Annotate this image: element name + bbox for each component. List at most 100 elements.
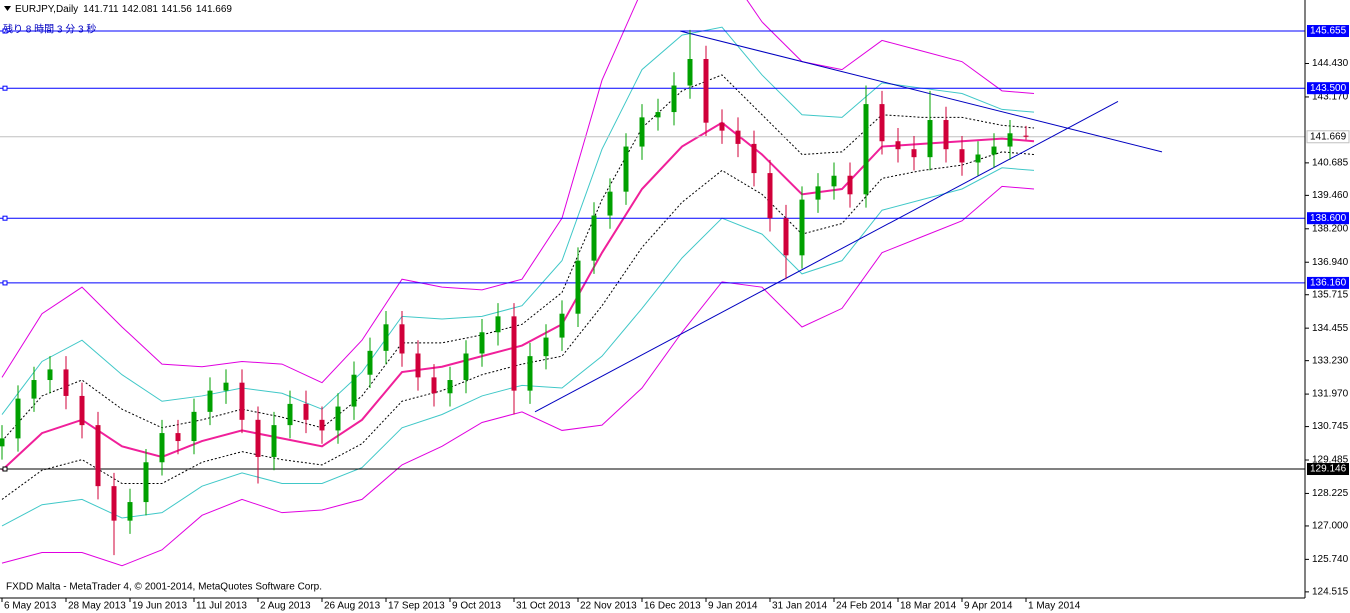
high: 142.081 xyxy=(122,4,159,15)
close: 141.669 xyxy=(196,4,233,15)
candle-body xyxy=(479,332,485,354)
candle-body xyxy=(623,146,629,192)
candle-body xyxy=(351,374,357,407)
x-tick-label: 31 Oct 2013 xyxy=(516,601,571,612)
candle-body xyxy=(751,143,757,174)
level-label-box xyxy=(1307,463,1349,476)
candle-body xyxy=(399,324,405,354)
candle-body xyxy=(319,419,325,431)
x-tick-label: 9 Oct 2013 xyxy=(452,601,501,612)
candle-body xyxy=(543,337,549,357)
candle-body xyxy=(303,403,309,420)
candle-body xyxy=(927,120,933,158)
indicator-line xyxy=(1,74,1035,442)
level-marker xyxy=(2,85,8,91)
level-marker xyxy=(2,215,8,221)
y-tick-label: 128.225 xyxy=(1312,488,1349,499)
candle-body xyxy=(575,260,581,314)
low: 141.56 xyxy=(161,4,192,15)
countdown: 残り 8 時間 3 分 3 秒 xyxy=(3,23,96,36)
candle-body xyxy=(863,104,869,195)
x-tick-label: 17 Sep 2013 xyxy=(388,601,445,612)
level-label-box xyxy=(1307,82,1349,95)
candle-body xyxy=(607,191,613,216)
candle-body xyxy=(287,403,293,426)
candle-body xyxy=(719,122,725,131)
y-tick-label: 134.455 xyxy=(1312,323,1349,334)
current-price-box xyxy=(1306,130,1350,144)
candle-body xyxy=(111,486,117,521)
symbol: EURJPY,Daily xyxy=(15,4,78,15)
candle-body xyxy=(687,59,693,86)
candle-body xyxy=(895,141,901,150)
x-tick-label: 1 May 2014 xyxy=(1028,601,1081,612)
candle-body xyxy=(639,117,645,147)
candle-body xyxy=(383,324,389,351)
candle-body xyxy=(223,382,229,391)
candle-body xyxy=(335,406,341,431)
candle-body xyxy=(239,382,245,420)
level-label: 129.146 xyxy=(1310,464,1347,475)
current-price-label: 141.669 xyxy=(1310,131,1347,142)
y-tick-label: 139.460 xyxy=(1312,190,1349,201)
level-label-box xyxy=(1307,276,1349,289)
footer: FXDD Malta - MetaTrader 4, © 2001-2014, … xyxy=(6,582,322,593)
indicator-line xyxy=(1,167,1035,527)
indicator-line xyxy=(1,0,1035,384)
menu-arrow xyxy=(4,6,11,11)
candle-body xyxy=(191,411,197,442)
level-label: 136.160 xyxy=(1310,278,1347,289)
candle-body xyxy=(527,356,533,391)
candle-body xyxy=(367,350,373,375)
y-tick-label: 136.940 xyxy=(1312,257,1349,268)
x-tick-label: 11 Jul 2013 xyxy=(196,601,247,612)
y-tick-label: 125.740 xyxy=(1312,554,1349,565)
candle-body xyxy=(415,353,421,378)
candle-body xyxy=(159,433,165,463)
x-tick-label: 18 Mar 2014 xyxy=(900,601,957,612)
plot-area xyxy=(0,0,1305,567)
candle-body xyxy=(1007,133,1013,147)
level-marker xyxy=(2,280,8,286)
candle-body xyxy=(207,390,213,412)
candle-body xyxy=(15,398,21,439)
x-tick-label: 9 Jan 2014 xyxy=(708,601,758,612)
trendline xyxy=(534,101,1119,413)
candle-body xyxy=(511,316,517,391)
candle-body xyxy=(0,438,5,447)
y-tick-label: 138.200 xyxy=(1312,223,1349,234)
candle-body xyxy=(63,369,69,396)
y-tick-label: 127.000 xyxy=(1312,521,1349,532)
level-marker xyxy=(2,28,8,34)
x-tick-label: 19 Jun 2013 xyxy=(132,601,187,612)
candle-body xyxy=(127,502,133,521)
candle-body xyxy=(991,146,997,155)
indicator-line xyxy=(1,26,1035,415)
candle-body xyxy=(767,173,773,219)
header: EURJPY,Daily 141.711 142.081 141.56 141.669 xyxy=(15,4,232,15)
candle-body xyxy=(559,313,565,338)
candle-body xyxy=(79,395,85,426)
y-tick-label: 129.485 xyxy=(1312,455,1349,466)
candle-body xyxy=(847,175,853,195)
candle-body xyxy=(799,199,805,256)
x-tick-label: 2 Aug 2013 xyxy=(260,601,311,612)
candle-body xyxy=(735,130,741,144)
indicator-line xyxy=(1,121,1035,471)
axes: 144.430 143.170 140.685 139.460 138.200 136.9… xyxy=(1,25,1350,612)
candle-body xyxy=(463,353,469,381)
x-tick-label: 22 Nov 2013 xyxy=(580,601,637,612)
candle-body xyxy=(943,120,949,150)
candle-body xyxy=(95,425,101,487)
level-label: 143.500 xyxy=(1310,83,1347,94)
level-label-box xyxy=(1307,212,1349,225)
open: 141.711 xyxy=(83,4,119,15)
indicator-line xyxy=(1,185,1035,567)
y-tick-label: 144.430 xyxy=(1312,58,1349,69)
candle-body xyxy=(271,425,277,457)
y-tick-label: 130.745 xyxy=(1312,421,1349,432)
candle-body xyxy=(175,433,181,442)
candle-body xyxy=(879,104,885,142)
candle-body xyxy=(655,112,661,118)
